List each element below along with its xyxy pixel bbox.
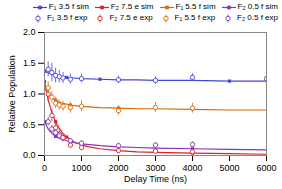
svg-text:0.5: 0.5: [23, 120, 36, 130]
html-text:F₁ 5.5 f sim: F₁ 5.5 f sim: [175, 2, 216, 11]
html-text:F₂ 0.5 f sim: F₂ 0.5 f sim: [237, 2, 278, 11]
svg-text:1.0: 1.0: [23, 89, 36, 99]
svg-text:4000: 4000: [182, 163, 202, 173]
html-text:F₁ 5.5 f exp: F₁ 5.5 f exp: [174, 13, 216, 22]
svg-text:2000: 2000: [108, 163, 128, 173]
svg-text:Delay Time (ns): Delay Time (ns): [124, 174, 187, 184]
html-text:F₂ 0.5 f exp: F₂ 0.5 f exp: [237, 13, 278, 22]
html-text:F₂ 7.5 e exp: F₂ 7.5 e exp: [109, 13, 153, 22]
svg-text:3000: 3000: [145, 163, 165, 173]
html-text:F₂ 7.5 e sim: F₂ 7.5 e sim: [110, 2, 154, 11]
svg-text:2.0: 2.0: [23, 27, 36, 37]
svg-text:1.5: 1.5: [23, 58, 36, 68]
svg-text:1000: 1000: [71, 163, 91, 173]
svg-text:0: 0: [42, 163, 47, 173]
svg-text:0.0: 0.0: [23, 150, 36, 160]
svg-text:Relative Population: Relative Population: [7, 55, 17, 133]
html-text:F₁ 3.5 f exp: F₁ 3.5 f exp: [47, 13, 88, 22]
svg-text:5000: 5000: [219, 163, 239, 173]
svg-text:6000: 6000: [256, 163, 276, 173]
html-text:F₁ 3.5 f sim: F₁ 3.5 f sim: [48, 2, 89, 11]
